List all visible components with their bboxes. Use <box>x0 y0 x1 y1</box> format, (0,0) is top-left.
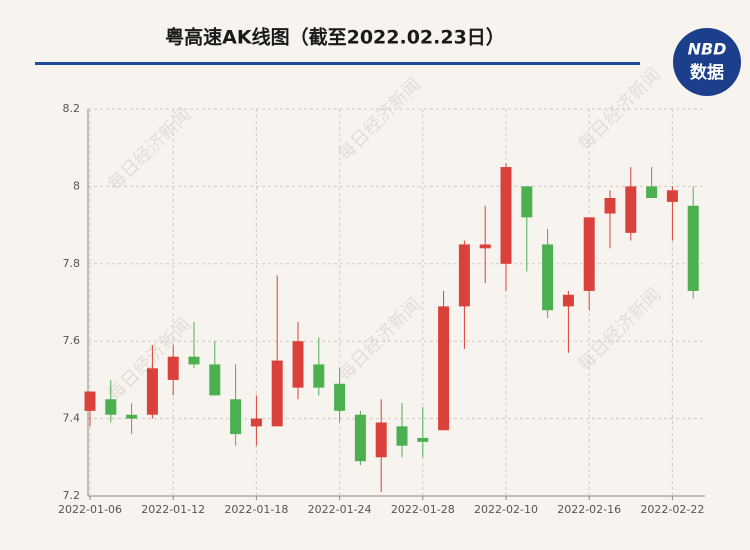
candle-body <box>438 306 450 431</box>
candle-body <box>687 205 699 291</box>
candle-body <box>396 426 408 446</box>
x-tick-label: 2022-01-24 <box>308 503 372 516</box>
y-tick-label: 8.2 <box>63 102 81 115</box>
candle-body <box>479 244 491 249</box>
title-rule <box>35 62 640 65</box>
candle-body <box>666 190 678 202</box>
candle-body <box>167 356 179 380</box>
candle-body <box>188 356 200 365</box>
candle-body <box>521 186 533 218</box>
x-tick-label: 2022-02-10 <box>474 503 538 516</box>
candle-body <box>313 364 325 388</box>
y-tick-label: 7.2 <box>63 489 81 502</box>
candle-body <box>417 437 429 442</box>
candle-body <box>375 422 387 458</box>
candle-body <box>146 368 158 415</box>
candle-body <box>583 217 595 291</box>
y-tick-label: 8 <box>73 179 80 192</box>
candle-body <box>250 418 262 427</box>
candle-body <box>562 294 574 307</box>
x-tick-label: 2022-02-16 <box>557 503 621 516</box>
logo-text: 数据 <box>690 62 724 83</box>
candle-body <box>354 414 366 462</box>
candle-body <box>292 341 304 388</box>
candle-body <box>209 364 221 396</box>
candle-body <box>625 186 637 233</box>
candle-body <box>105 399 117 415</box>
logo-text: NBD <box>688 40 727 59</box>
candle-body <box>230 399 242 435</box>
candle-body <box>126 414 138 419</box>
x-tick-label: 2022-01-18 <box>224 503 288 516</box>
y-tick-label: 7.6 <box>63 334 81 347</box>
x-tick-label: 2022-01-28 <box>391 503 455 516</box>
candle-body <box>334 383 346 411</box>
candle-body <box>500 167 512 264</box>
candle-body <box>646 186 658 199</box>
y-tick-label: 7.8 <box>63 257 81 270</box>
candle-body <box>542 244 554 311</box>
candle-body <box>604 198 616 214</box>
candle-body <box>458 244 470 307</box>
candle-body <box>84 391 96 411</box>
x-tick-label: 2022-01-12 <box>141 503 205 516</box>
x-tick-label: 2022-02-22 <box>640 503 704 516</box>
y-tick-label: 7.4 <box>63 412 81 425</box>
logo-circle <box>673 28 741 96</box>
candle-body <box>271 360 283 427</box>
chart-title: 粤高速AK线图（截至2022.02.23日） <box>165 26 505 49</box>
x-tick-label: 2022-01-06 <box>58 503 122 516</box>
